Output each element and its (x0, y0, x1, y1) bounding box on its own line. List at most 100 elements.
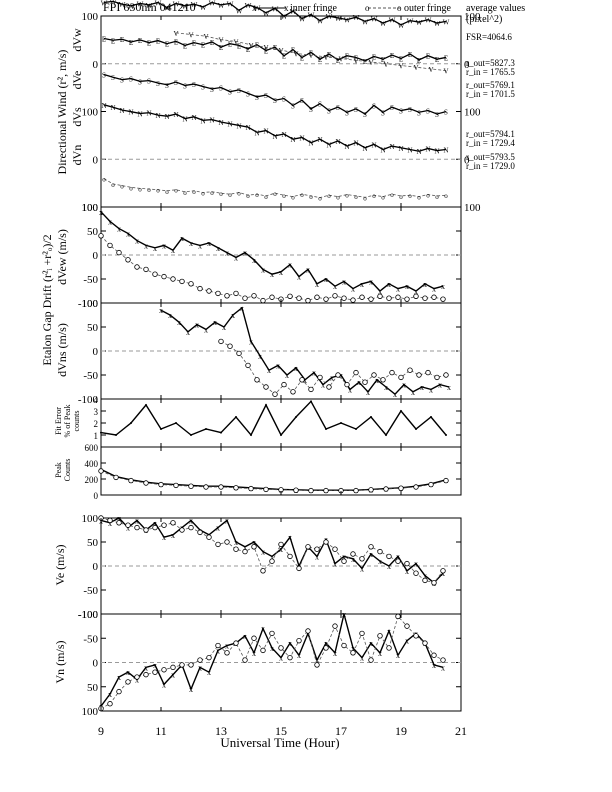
series-marker: o (201, 189, 205, 197)
series-marker: o (426, 192, 430, 200)
data-point (145, 404, 147, 406)
data-point-outer (299, 377, 305, 383)
data-point-inner: x (387, 562, 391, 571)
data-point-inner: x (288, 261, 292, 270)
series-marker: E (129, 39, 133, 47)
y-tick-label: -100 (78, 609, 99, 621)
series-marker: V (413, 64, 418, 72)
series-marker: V (308, 52, 313, 60)
data-point-outer (251, 293, 257, 299)
data-point-outer (242, 548, 248, 555)
data-point-inner: x (420, 383, 424, 392)
y-axis-labels: Directional Wind (r², m/s) dVw dVe dVs d… (40, 28, 84, 683)
series-marker: N (308, 140, 313, 148)
data-point-inner: x (162, 241, 166, 250)
series-marker: o (282, 192, 286, 200)
data-point-outer (425, 369, 431, 376)
data-point-outer (269, 558, 275, 564)
series-marker: V (218, 37, 223, 45)
data-point (160, 428, 162, 430)
x-tick-label: 17 (335, 724, 347, 738)
data-point-outer (287, 654, 293, 661)
data-point-outer (308, 487, 314, 494)
series-marker: o (111, 181, 115, 189)
data-point-inner: x (423, 280, 427, 289)
series-marker: W (110, 0, 117, 6)
series-marker: o (345, 192, 349, 200)
data-point-outer (218, 484, 224, 490)
annotation-rout-4: r_out=5793.5 (466, 152, 515, 162)
data-point-outer (380, 377, 386, 383)
data-point-outer (233, 546, 239, 552)
ylabel-dVs: dVs (70, 107, 84, 127)
data-point (295, 416, 297, 418)
data-point-outer (287, 293, 293, 299)
data-point (445, 434, 447, 436)
data-point-outer (242, 295, 248, 301)
data-point-inner: x (270, 644, 274, 653)
data-point (265, 404, 267, 406)
data-point-outer (125, 679, 131, 685)
data-point-inner: x (207, 668, 211, 677)
y-tick-label: 1 (94, 431, 99, 441)
series-marker: S (318, 101, 322, 109)
data-point-outer (323, 296, 329, 302)
series-marker: o (381, 194, 385, 202)
series-marker: E (156, 38, 160, 46)
data-point-inner: x (153, 661, 157, 670)
series-marker: W (209, 0, 216, 7)
series-marker: W (227, 0, 234, 8)
x-tick-label: 13 (215, 724, 227, 738)
series-marker: W (281, 13, 288, 21)
data-point-outer (293, 487, 299, 493)
series-marker: W (236, 7, 243, 15)
series-marker: N (227, 121, 232, 129)
series-marker: N (173, 111, 178, 119)
data-point-outer (395, 613, 401, 620)
series-marker: o (444, 192, 448, 200)
data-point-inner: x (240, 304, 244, 313)
series-marker: E (309, 49, 313, 57)
series-marker: N (299, 134, 304, 142)
legend-outer-marker-end: o (397, 3, 402, 13)
data-point-outer (305, 628, 311, 634)
y-tick-label-right: 100 (464, 11, 481, 23)
series-marker: S (165, 82, 169, 90)
data-point-outer (353, 487, 359, 494)
data-point-inner: x (168, 311, 172, 320)
series-marker: o (408, 192, 412, 200)
data-point-outer (443, 477, 449, 484)
data-point-outer (173, 482, 179, 489)
series-marker: W (254, 5, 261, 13)
data-point-outer (353, 369, 359, 376)
series-marker: E (192, 40, 196, 48)
series-line (175, 32, 447, 72)
series-marker: N (425, 145, 430, 153)
data-point-outer (371, 372, 377, 378)
y-tick-label: -50 (83, 274, 98, 286)
data-point-inner: x (195, 321, 199, 330)
series-marker: E (201, 42, 205, 50)
data-point-inner: x (189, 685, 193, 694)
data-point-inner: x (351, 644, 355, 653)
series-marker: E (246, 46, 250, 54)
data-point-inner: x (324, 275, 328, 284)
series-marker: S (444, 109, 448, 117)
data-point-inner: x (378, 649, 382, 658)
data-point-outer (158, 481, 164, 488)
series-marker: W (326, 13, 333, 21)
series-marker: W (353, 14, 360, 22)
data-point-inner: x (234, 538, 238, 547)
x-tick-label: 21 (455, 724, 467, 738)
series-marker: o (138, 185, 142, 193)
ylabel-etalon: Etalon Gap Drift (r²ᵢ +r²ₒ)/2 (40, 234, 54, 365)
series-line (103, 0, 447, 26)
data-point-inner: x (360, 654, 364, 663)
series-line (100, 517, 444, 584)
series-marker: V (428, 66, 433, 74)
data-point-inner: x (216, 244, 220, 253)
series-marker: S (147, 78, 151, 86)
data-point-inner: x (261, 265, 265, 274)
series-marker: V (353, 57, 358, 65)
annotation-rout-3: r_out=5794.1 (466, 129, 515, 139)
